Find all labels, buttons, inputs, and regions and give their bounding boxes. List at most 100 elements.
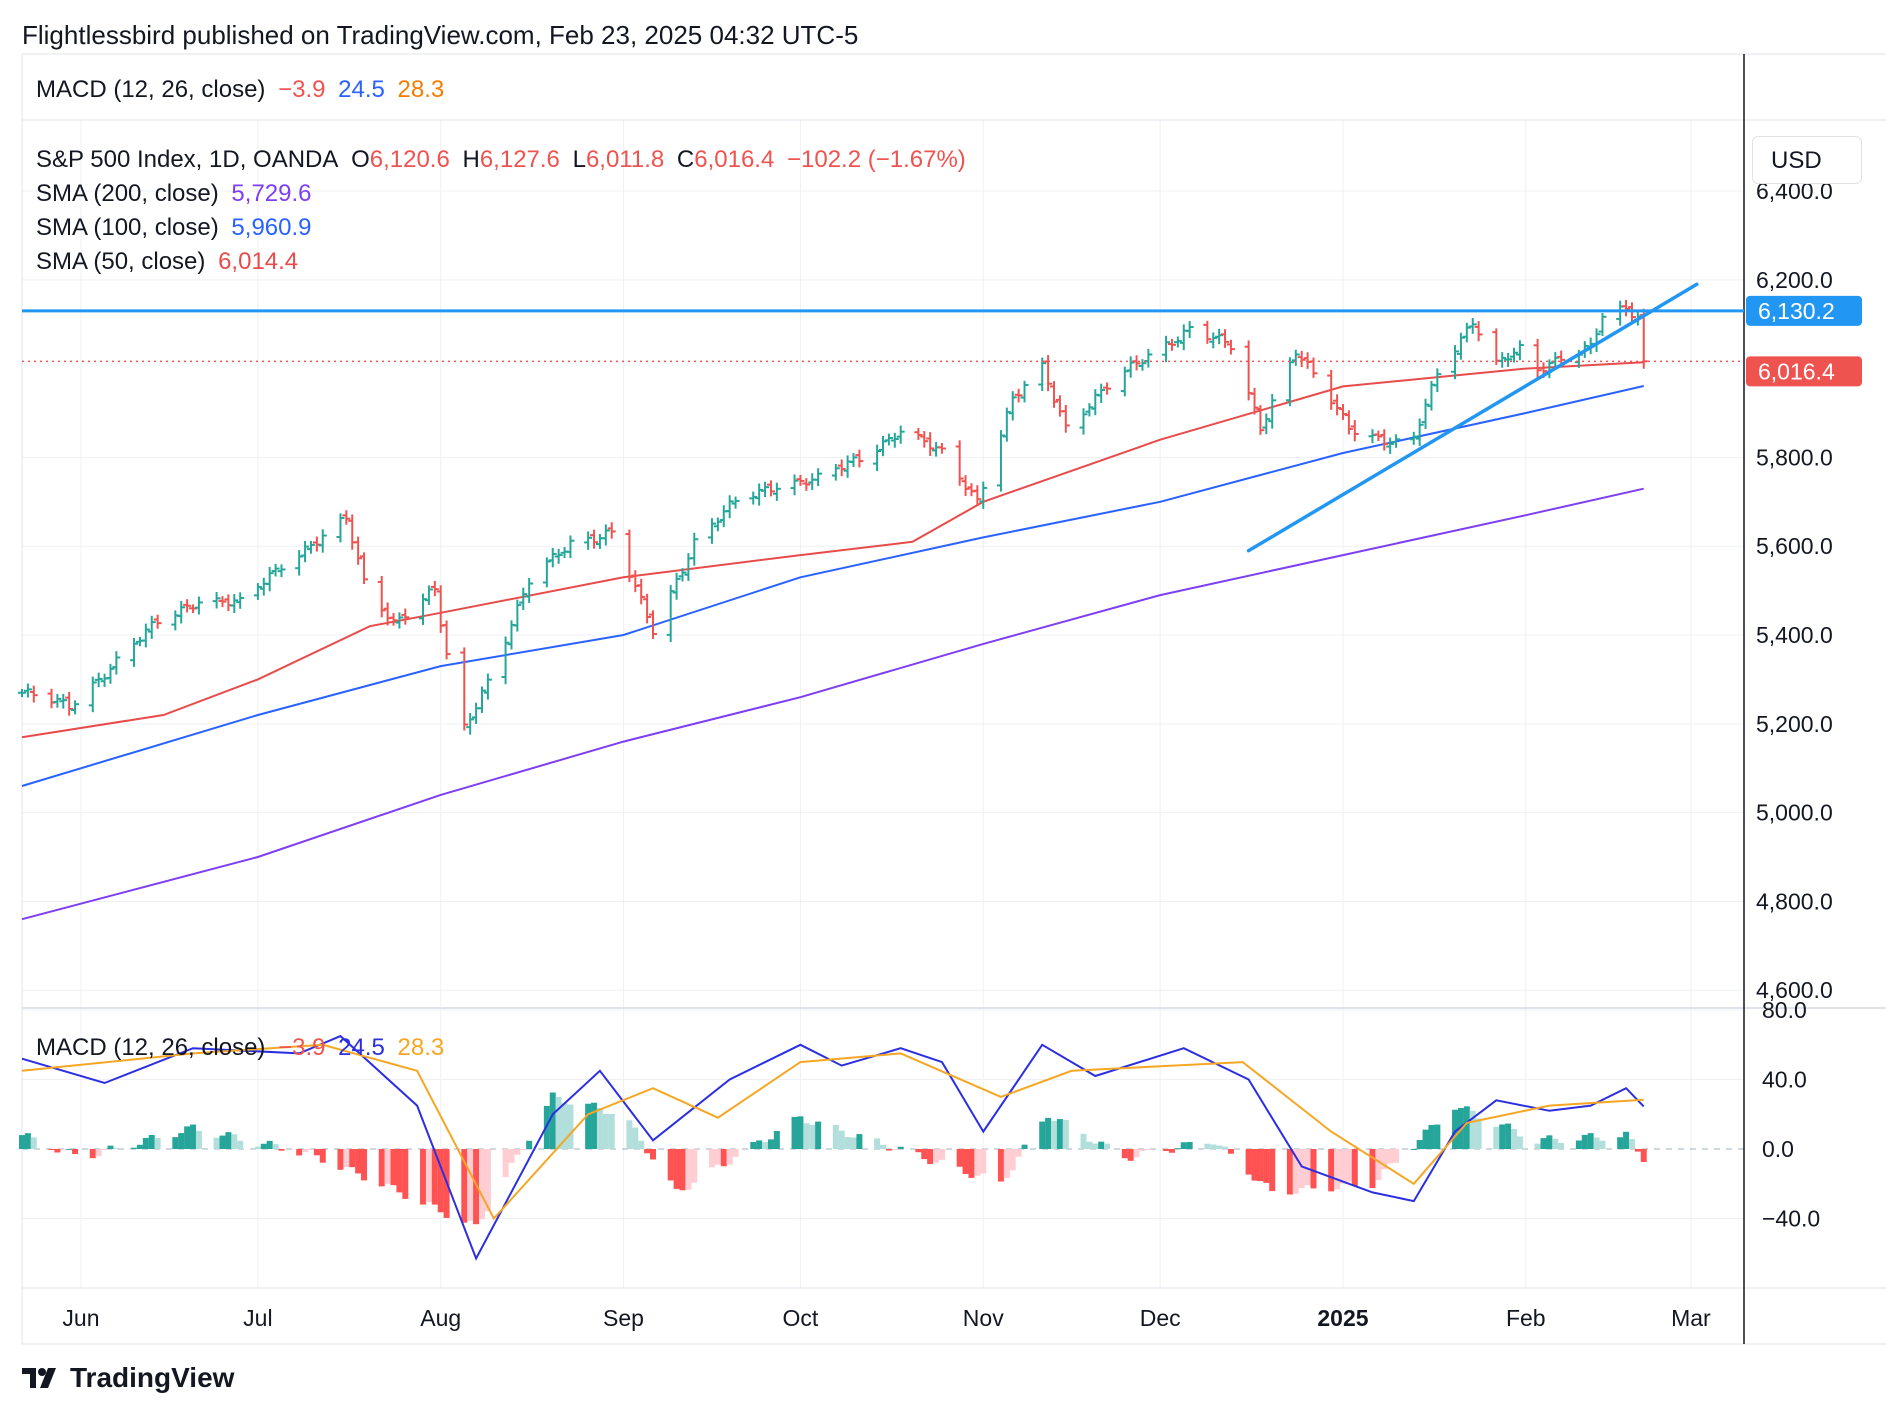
ohlc-bar (643, 593, 652, 624)
macd-hist-bar (30, 1137, 37, 1149)
ohlc-bar (224, 594, 233, 612)
x-tick-label: Sep (603, 1305, 644, 1331)
resistance-price-label-bg (1746, 295, 1862, 326)
macd-hist-bar (24, 1133, 31, 1149)
macd-hist-bar (378, 1149, 385, 1187)
ohlc-bar (1226, 339, 1235, 355)
ohlc-bar (147, 615, 156, 639)
ohlc-bar (1409, 431, 1418, 445)
ohlc-bar (1002, 407, 1011, 442)
macd-hist-bar (461, 1149, 468, 1223)
tradingview-footer[interactable]: TradingView (22, 1362, 234, 1394)
ohlc-bar (1126, 356, 1135, 378)
x-tick-label: Mar (1671, 1305, 1711, 1331)
macd-hist-bar (1145, 1149, 1152, 1150)
ohlc-bar (749, 491, 758, 505)
macd-hist-bar (856, 1134, 863, 1149)
ohlc-bar (277, 564, 286, 578)
macd-hist-bar (1628, 1139, 1635, 1149)
ohlc-bar (348, 514, 357, 550)
sma200-label: SMA (200, close) (36, 180, 219, 207)
macd-hist-bar (142, 1137, 149, 1149)
ohlc-bar (1386, 437, 1395, 454)
ohlc-bar (937, 442, 946, 454)
macd-name: MACD (12, 26, close) (36, 1034, 266, 1061)
macd-hist-bar (473, 1149, 480, 1225)
macd-hist-value: −3.9 (278, 1034, 326, 1061)
macd-hist-bar (555, 1096, 562, 1149)
macd-hist-bar (1422, 1129, 1429, 1149)
ohlc-bar (896, 425, 905, 444)
macd-hist-bar (1133, 1149, 1140, 1158)
ohlc-bar (1291, 349, 1300, 366)
ohlc-bar (873, 444, 882, 472)
currency-button[interactable]: USD (1752, 136, 1862, 184)
macd-hist-bar (1558, 1142, 1565, 1149)
macd-hist-bar (1045, 1117, 1052, 1149)
macd-hist-bar (219, 1135, 226, 1149)
symbol-legend[interactable]: S&P 500 Index, 1D, OANDA O6,120.6 H6,127… (36, 146, 972, 174)
ohlc-bar (1504, 352, 1513, 367)
ohlc-bar (1262, 413, 1271, 435)
ohlc-bar (430, 580, 439, 597)
macd-hist-bar (667, 1149, 674, 1181)
ohlc-bar (1474, 321, 1483, 342)
macd-hist-bar (237, 1140, 244, 1149)
macd-hist-bar (921, 1149, 928, 1160)
sma100-legend[interactable]: SMA (100, close) 5,960.9 (36, 214, 318, 242)
macd-hist-bar (89, 1149, 96, 1159)
macd-hist-bar (767, 1139, 774, 1149)
macd-hist-bar (478, 1149, 485, 1220)
x-tick-label: Nov (963, 1305, 1004, 1331)
macd-hist-bar (720, 1149, 727, 1167)
macd-hist-bar (650, 1149, 657, 1160)
macd-hist-bar (980, 1149, 987, 1174)
macd-hist-bar (1334, 1149, 1341, 1190)
ohlc-bar (513, 599, 522, 632)
ohlc-bar (584, 531, 593, 550)
top-macd-legend[interactable]: MACD (12, 26, close) −3.9 24.5 28.3 (36, 76, 450, 104)
macd-y-tick-label: 0.0 (1762, 1136, 1794, 1162)
ohlc-bar (53, 693, 62, 708)
ohlc-bar (979, 481, 988, 509)
low-value: 6,011.8 (585, 146, 665, 173)
ohlc-bar (1415, 418, 1424, 446)
ohlc-bar (501, 636, 510, 685)
macd-hist-bar (1505, 1123, 1512, 1149)
ohlc-bar (141, 623, 150, 648)
sma200-legend[interactable]: SMA (200, close) 5,729.6 (36, 180, 318, 208)
ohlc-bar (1091, 389, 1100, 416)
y-tick-label: 5,000.0 (1756, 800, 1833, 826)
macd-hist-bar (756, 1140, 763, 1149)
ohlc-bar (1468, 318, 1477, 334)
macd-pane-legend[interactable]: MACD (12, 26, close) −3.9 24.5 28.3 (36, 1034, 450, 1062)
macd-hist-bar (549, 1092, 556, 1149)
sma50-legend[interactable]: SMA (50, close) 6,014.4 (36, 248, 304, 276)
macd-hist-bar (1587, 1133, 1594, 1149)
macd-hist-bar (1086, 1141, 1093, 1149)
macd-hist-bar (1039, 1121, 1046, 1149)
drawings[interactable] (22, 282, 1744, 553)
ohlc-bar (649, 610, 658, 639)
chart-frame (21, 53, 1886, 1345)
ohlc-bar (401, 608, 410, 625)
macd-hist-bar (602, 1113, 609, 1149)
macd-hist-bar (1511, 1129, 1518, 1149)
ohlc-bar (755, 483, 764, 506)
macd-hist-bar (1387, 1149, 1394, 1164)
symbol-name: S&P 500 Index, 1D, OANDA (36, 146, 339, 173)
macd-hist-bar (850, 1137, 857, 1149)
macd-hist-bar (638, 1140, 645, 1149)
ohlc-bar (153, 614, 162, 629)
macd-hist-bar (1216, 1145, 1223, 1149)
macd-hist-bar (425, 1149, 432, 1203)
ohlc-bar (1451, 345, 1460, 380)
change-value: −102.2 (−1.67%) (787, 146, 966, 173)
macd-hist-bar (95, 1149, 102, 1157)
ohlc-bar (271, 563, 280, 577)
ohlc-bar (1215, 328, 1224, 345)
ohlc-bar (1515, 340, 1524, 361)
macd-hist-bar (1222, 1146, 1229, 1149)
ohlc-bar (766, 480, 775, 497)
